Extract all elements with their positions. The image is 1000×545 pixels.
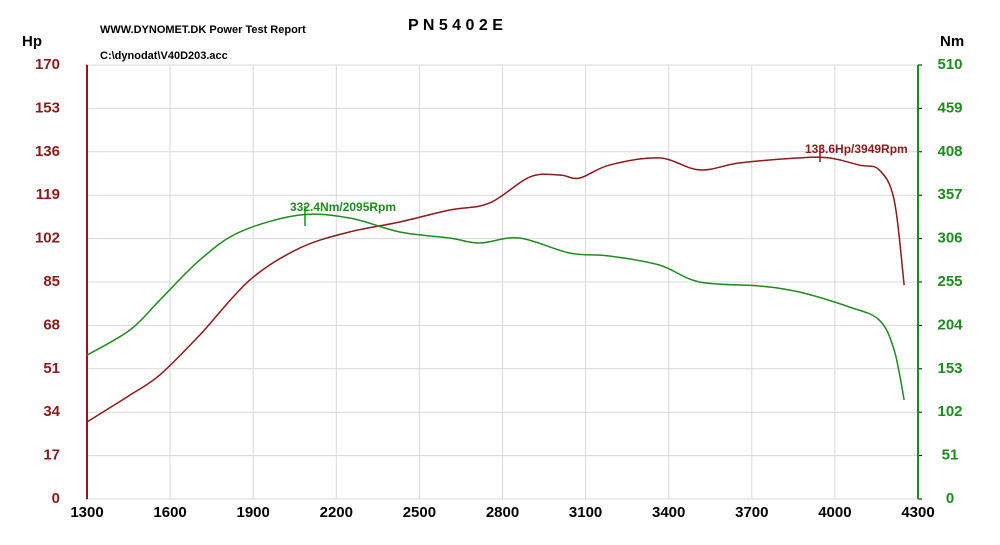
annotation: 332.4Nm/2095Rpm: [290, 200, 396, 214]
y-tick-label: 136: [35, 143, 60, 160]
x-tick-label: 1900: [237, 504, 270, 521]
y-tick-label: 68: [43, 316, 60, 333]
y2-tick-label: 255: [937, 273, 962, 290]
y2-tick-label: 459: [937, 99, 962, 116]
chart-subtitle: C:\dynodat\V40D203.acc: [100, 50, 228, 62]
y-axis-label: Hp: [22, 33, 42, 50]
x-tick-label: 4000: [818, 504, 851, 521]
y-tick-label: 119: [36, 186, 60, 203]
x-tick-label: 2800: [486, 504, 519, 521]
y-tick-label: 85: [43, 273, 60, 290]
y2-axis-label: Nm: [940, 33, 964, 50]
y2-tick-label: 408: [937, 143, 962, 160]
y-tick-label: 102: [35, 230, 60, 247]
x-tick-label: 1300: [70, 504, 103, 521]
x-tick-label: 3100: [569, 504, 602, 521]
y2-tick-label: 357: [937, 186, 962, 203]
x-tick-label: 3700: [735, 504, 768, 521]
y-tick-label: 0: [52, 490, 60, 507]
annotation: 133.6Hp/3949Rpm: [805, 142, 908, 156]
series-line: [86, 156, 905, 423]
y-tick-label: 34: [43, 403, 60, 420]
chart-header: P N 5 4 0 2 E: [408, 17, 503, 34]
x-tick-label: 2200: [320, 504, 353, 521]
y2-tick-label: 153: [937, 360, 962, 377]
chart-title: WWW.DYNOMET.DK Power Test Report: [100, 24, 306, 36]
x-tick-label: 3400: [652, 504, 685, 521]
x-tick-label: 1600: [153, 504, 186, 521]
y2-tick-label: 204: [937, 316, 963, 333]
y2-tick-label: 51: [942, 447, 959, 464]
series-line: [86, 213, 905, 401]
x-tick-label: 2500: [403, 504, 436, 521]
y-tick-label: 170: [35, 56, 60, 73]
y2-tick-label: 102: [937, 403, 962, 420]
y-tick-label: 153: [35, 99, 60, 116]
y2-tick-label: 306: [937, 230, 962, 247]
x-tick-label: 4300: [901, 504, 934, 521]
y2-tick-label: 0: [946, 490, 954, 507]
y-tick-label: 17: [43, 447, 60, 464]
y-tick-label: 51: [43, 360, 60, 377]
y2-tick-label: 510: [937, 56, 962, 73]
